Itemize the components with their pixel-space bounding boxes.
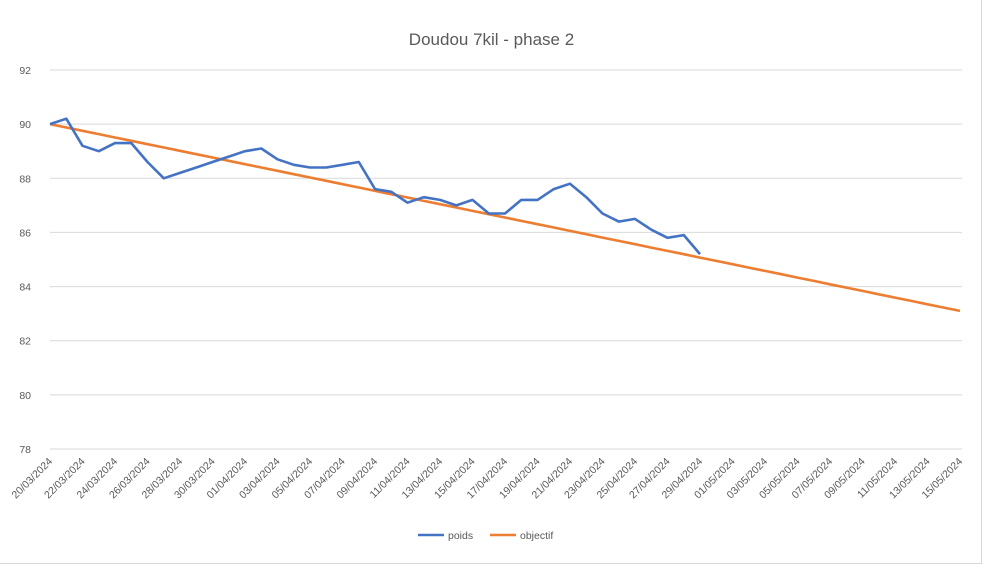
series-line-objectif — [49, 122, 961, 313]
y-tick-label: 86 — [19, 227, 31, 239]
y-tick-label: 90 — [19, 119, 31, 131]
legend-label-poids: poids — [448, 530, 473, 542]
y-tick-label: 78 — [19, 444, 31, 456]
y-tick-label: 80 — [19, 390, 31, 402]
chart-title: Doudou 7kil - phase 2 — [408, 30, 575, 49]
y-tick-label: 84 — [19, 282, 31, 294]
series-line-poids — [49, 117, 701, 255]
y-tick-label: 82 — [19, 336, 31, 348]
y-tick-label: 88 — [19, 173, 31, 185]
y-tick-label: 92 — [19, 65, 31, 77]
legend-label-objectif: objectif — [520, 530, 553, 542]
